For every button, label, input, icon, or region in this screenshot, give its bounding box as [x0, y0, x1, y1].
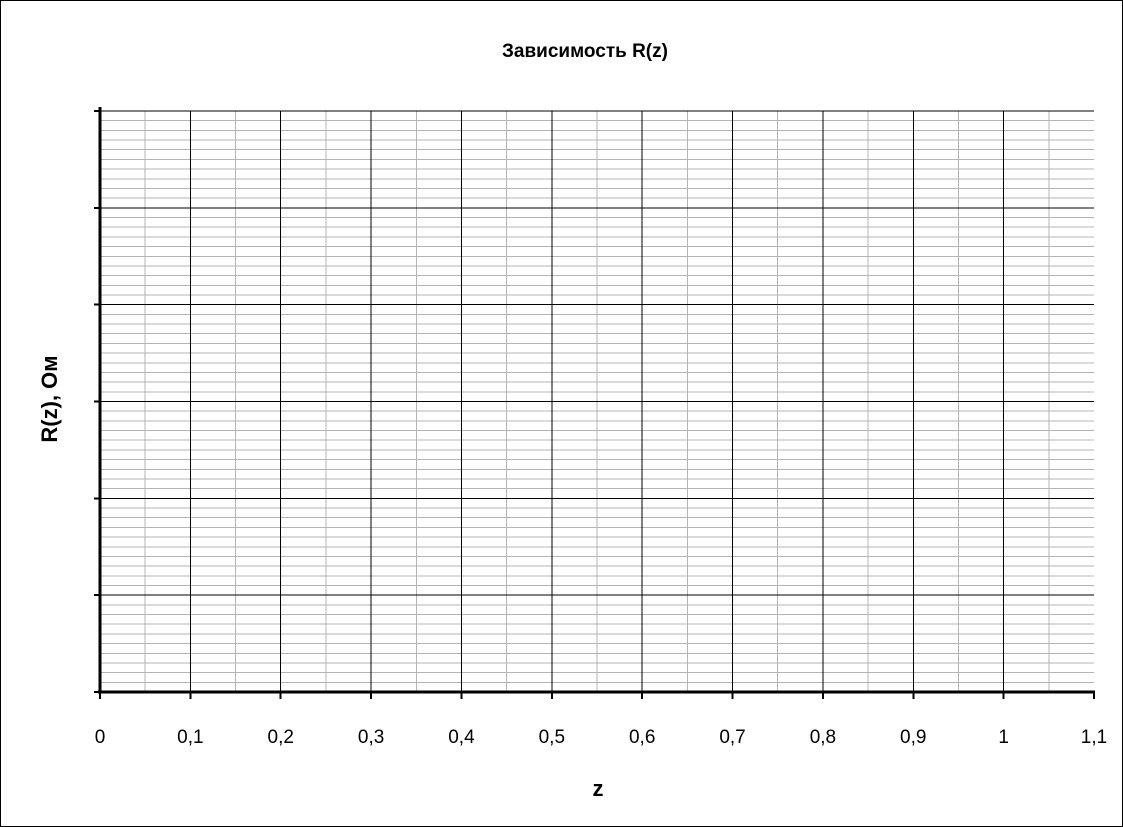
y-axis-label: R(z), Ом [37, 355, 62, 442]
x-tick-label: 0,4 [448, 727, 475, 748]
x-tick-label: 1 [998, 727, 1009, 748]
x-tick-label: 1,1 [1081, 727, 1107, 748]
x-tick-label: 0,8 [810, 727, 836, 748]
major-grid [100, 110, 1094, 692]
x-tick-label: 0,5 [539, 727, 565, 748]
x-tick-label: 0,2 [268, 727, 294, 748]
x-tick-label: 0,3 [358, 727, 384, 748]
x-tick-labels: 0 0,1 0,2 0,3 0,4 0,5 0,6 0,7 0,8 0,9 1 1,1 [95, 727, 1108, 748]
x-axis-label: z [593, 776, 604, 801]
x-tick-label: 0,1 [177, 727, 203, 748]
x-tick-label: 0 [95, 727, 106, 748]
x-tick-label: 0,7 [719, 727, 745, 748]
x-tick-label: 0,6 [629, 727, 655, 748]
axes [94, 107, 1095, 699]
chart-title: Зависимость R(z) [502, 41, 668, 62]
x-tick-label: 0,9 [900, 727, 926, 748]
